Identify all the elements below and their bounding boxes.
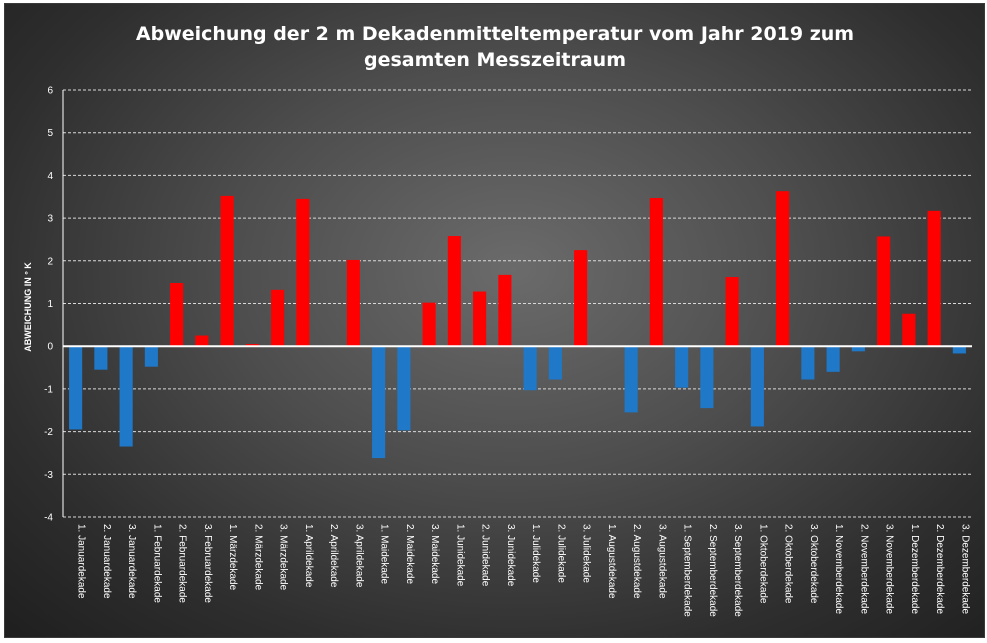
x-tick-label: 3. Januardekade: [126, 524, 137, 599]
x-tick-label: 3. Novemberdekade: [884, 524, 895, 614]
y-tick-label: -3: [44, 470, 53, 481]
bar-29: [776, 191, 790, 347]
bar-32: [851, 346, 865, 352]
bar-2: [94, 346, 108, 370]
bar-26: [700, 346, 714, 409]
axes: [62, 90, 972, 517]
y-tick-label: 3: [47, 214, 53, 225]
bar-23: [624, 346, 638, 413]
bar-30: [801, 346, 815, 380]
x-tick-label: 3. Februardekade: [202, 524, 213, 603]
x-tick-label: 3. Augustdekade: [656, 524, 667, 599]
bar-17: [473, 291, 487, 347]
bar-27: [725, 277, 739, 347]
x-tick-label: 2. Augustdekade: [631, 524, 642, 599]
bar-36: [952, 346, 966, 354]
x-tick-label: 1. Maidekade: [379, 524, 390, 584]
x-tick-label: 3. Aprildekade: [353, 524, 364, 588]
chart-title-line-2: gesamten Messzeitraum: [364, 49, 626, 71]
bar-16: [447, 236, 461, 347]
bars: [69, 191, 966, 459]
x-tick-label: 1. Junidekade: [454, 524, 465, 587]
y-axis-label: ABWEICHUNG IN ° K: [23, 262, 33, 352]
x-tick-label: 2. Januardekade: [101, 524, 112, 599]
x-tick-label: 3. Julidekade: [581, 524, 592, 583]
x-tick-label: 2. Septemberdekade: [707, 524, 718, 617]
x-tick-labels: 1. Januardekade 2. Januardekade 3. Januard…: [76, 524, 971, 617]
bar-7: [220, 195, 234, 347]
x-tick-label: 3. Junidekade: [505, 524, 516, 587]
x-tick-label: 2. Maidekade: [404, 524, 415, 584]
bar-28: [750, 346, 764, 427]
x-tick-label: 2. Junidekade: [480, 524, 491, 587]
bar-20: [548, 346, 562, 380]
x-tick-label: 1. Novemberdekade: [833, 524, 844, 614]
bar-21: [574, 250, 588, 347]
bar-6: [195, 335, 209, 347]
bar-33: [877, 236, 891, 347]
bar-18: [498, 274, 512, 347]
y-tick-label: -1: [44, 384, 53, 395]
bar-15: [422, 302, 436, 347]
bar-1: [69, 346, 83, 430]
y-tick-label: 5: [47, 128, 53, 139]
gridlines: [63, 89, 972, 518]
x-tick-label: 2. Oktoberdekade: [783, 524, 794, 604]
y-tick-labels: 6 5 4 3 2 1 0 -1 -2 -3 -4: [44, 86, 53, 524]
x-tick-label: 3. Dezemberdekade: [959, 524, 970, 614]
chart-frame: Abweichung der 2 m Dekadenmitteltemperat…: [4, 3, 985, 638]
bar-10: [296, 198, 310, 347]
x-tick-label: 3. Oktoberdekade: [808, 524, 819, 604]
x-tick-label: 2. Februardekade: [177, 524, 188, 603]
x-tick-label: 2. Novemberdekade: [858, 524, 869, 614]
y-tick-label: 4: [47, 171, 53, 182]
x-tick-label: 1. Aprildekade: [303, 524, 314, 588]
chart-svg: Abweichung der 2 m Dekadenmitteltemperat…: [23, 23, 972, 617]
bar-3: [119, 346, 133, 447]
y-tick-label: -2: [44, 427, 53, 438]
bar-5: [170, 283, 184, 347]
bar-34: [902, 313, 916, 347]
x-tick-label: 1. Februardekade: [151, 524, 162, 603]
x-tick-label: 1. Augustdekade: [606, 524, 617, 599]
bar-14: [397, 346, 411, 431]
bar-9: [271, 289, 285, 347]
x-tick-label: 2. Aprildekade: [328, 524, 339, 588]
bar-8: [245, 344, 259, 347]
x-tick-label: 1. Dezemberdekade: [909, 524, 920, 614]
bar-24: [649, 198, 663, 347]
bar-4: [144, 346, 158, 367]
y-tick-label: 2: [47, 256, 53, 267]
bar-31: [826, 346, 840, 372]
bar-19: [523, 346, 537, 391]
x-tick-label: 2. Julidekade: [555, 524, 566, 583]
bar-25: [675, 346, 689, 388]
y-tick-label: 6: [47, 86, 53, 97]
x-tick-label: 1. Märzdekade: [227, 524, 238, 591]
y-tick-label: -4: [44, 513, 53, 524]
bar-35: [927, 210, 941, 347]
y-tick-label: 1: [47, 299, 53, 310]
x-tick-label: 1. Oktoberdekade: [757, 524, 768, 604]
x-tick-label: 1. Julidekade: [530, 524, 541, 583]
x-tick-label: 3. Maidekade: [429, 524, 440, 584]
x-tick-label: 3. Septemberdekade: [732, 524, 743, 617]
x-tick-label: 3. Märzdekade: [278, 524, 289, 591]
bar-13: [372, 346, 386, 459]
y-tick-label: 0: [47, 342, 53, 353]
chart-title-line-1: Abweichung der 2 m Dekadenmitteltemperat…: [136, 23, 854, 45]
x-tick-label: 2. Dezemberdekade: [934, 524, 945, 614]
x-tick-label: 1. Januardekade: [76, 524, 87, 599]
bar-12: [346, 259, 360, 347]
x-tick-label: 2. Märzdekade: [252, 524, 263, 591]
x-tick-label: 1. Septemberdekade: [682, 524, 693, 617]
